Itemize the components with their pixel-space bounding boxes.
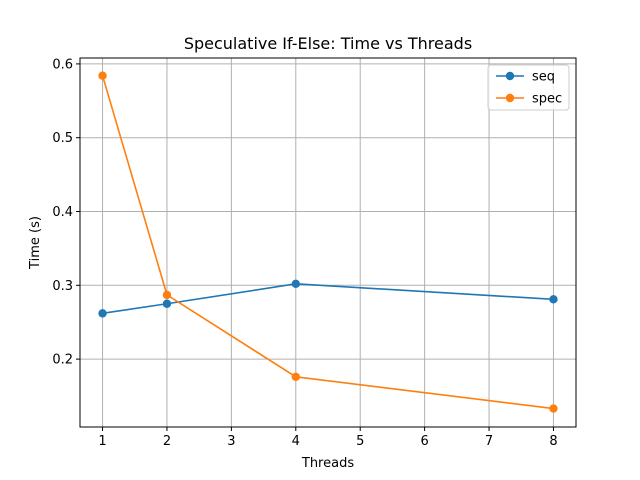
x-tick-label: 2	[163, 434, 171, 449]
series-line-spec	[101, 75, 554, 410]
legend-label: seq	[532, 70, 555, 85]
legend-entry-spec: spec	[496, 92, 562, 107]
legend-marker	[505, 93, 515, 103]
data-point-seq	[98, 309, 107, 318]
y-tick-label: 0.2	[52, 353, 73, 368]
ticks: 1 2 3 4 5 6 7 8 0.2 0.3 0.4 0.5 0.6	[52, 57, 557, 449]
y-tick-label: 0.4	[52, 205, 73, 220]
series-layer	[98, 71, 558, 413]
legend-marker	[505, 71, 515, 81]
x-tick-label: 7	[485, 434, 493, 449]
x-tick-label: 6	[420, 434, 428, 449]
legend-entry-seq: seq	[496, 70, 555, 85]
x-tick-label: 1	[98, 434, 106, 449]
x-tick-label: 3	[227, 434, 235, 449]
x-axis-label: Threads	[301, 456, 354, 471]
y-tick-label: 0.3	[52, 279, 73, 294]
series-spec	[98, 71, 558, 413]
data-point-seq	[162, 299, 172, 308]
x-tick-label: 8	[549, 434, 557, 449]
x-tick-label: 4	[292, 434, 300, 449]
series-line-seq	[102, 283, 554, 315]
legend: seq spec	[487, 64, 570, 111]
axes-spine	[79, 57, 577, 428]
y-axis-label: Time (s)	[28, 216, 43, 270]
y-tick-label: 0.6	[52, 57, 73, 72]
data-point-seq	[291, 279, 300, 289]
data-point-spec	[98, 71, 107, 80]
chart-title: Speculative If-Else: Time vs Threads	[184, 34, 472, 53]
x-tick-label: 5	[356, 434, 364, 449]
series-seq	[98, 279, 558, 318]
y-tick-label: 0.5	[52, 131, 73, 146]
data-point-spec	[291, 372, 300, 382]
data-point-spec	[162, 290, 172, 300]
legend-label: spec	[532, 92, 562, 107]
plot-area	[80, 58, 576, 427]
data-point-spec	[549, 404, 558, 413]
data-point-seq	[549, 295, 558, 304]
